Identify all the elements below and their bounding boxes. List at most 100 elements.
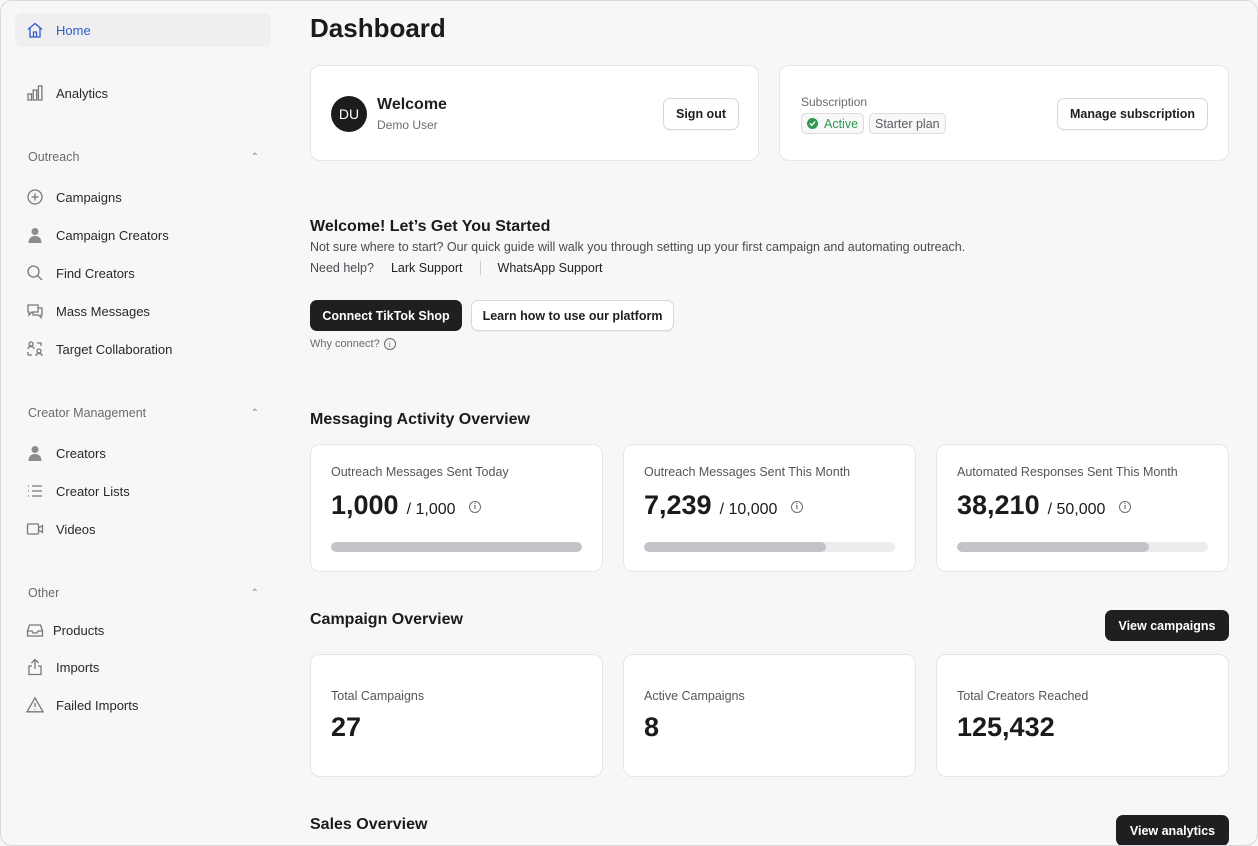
sales-heading: Sales Overview [310, 816, 428, 833]
stat-card-creators-reached: Total Creators Reached 125,432 [936, 654, 1229, 777]
chevron-up-icon: ⌃ [250, 407, 259, 419]
sidebar-item-target-collaboration[interactable]: Target Collaboration [15, 332, 271, 366]
stat-value: 38,210 / 50,000 i [957, 490, 1131, 521]
getting-started-heading: Welcome! Let’s Get You Started [310, 218, 551, 235]
avatar: DU [331, 96, 367, 132]
sidebar-item-home[interactable]: Home [15, 13, 271, 47]
divider [479, 261, 481, 275]
sidebar-item-campaigns[interactable]: Campaigns [15, 180, 271, 214]
stat-number: 1,000 [331, 490, 399, 520]
stat-limit: / 10,000 [719, 501, 778, 518]
why-connect-link[interactable]: Why connect? i [310, 338, 396, 350]
sidebar-item-label: Campaign Creators [56, 227, 169, 243]
section-title: Outreach [28, 150, 80, 164]
chevron-up-icon: ⌃ [250, 587, 259, 599]
stat-card-outreach-month: Outreach Messages Sent This Month 7,239 /… [623, 444, 916, 572]
stat-label: Total Campaigns [331, 689, 425, 703]
user-name: Demo User [377, 118, 438, 132]
section-title: Other [28, 586, 60, 600]
target-icon [25, 187, 45, 207]
section-other-toggle[interactable]: Other ⌃ [15, 579, 271, 607]
help-row: Need help? Lark Support WhatsApp Support [310, 261, 602, 275]
sidebar-item-label: Home [56, 22, 91, 38]
upload-icon [25, 657, 45, 677]
stat-value: 7,239 / 10,000 i [644, 490, 803, 521]
learn-platform-button[interactable]: Learn how to use our platform [471, 300, 674, 331]
subscription-card: Subscription Active Starter plan Manage … [779, 65, 1229, 161]
sidebar-item-label: Analytics [56, 85, 109, 101]
plan-badge: Starter plan [869, 113, 946, 134]
stat-card-outreach-today: Outreach Messages Sent Today 1,000 / 1,00… [310, 444, 603, 572]
view-analytics-button[interactable]: View analytics [1116, 815, 1229, 845]
stat-number: 38,210 [957, 490, 1040, 520]
sidebar-item-label: Mass Messages [56, 303, 150, 319]
messaging-heading: Messaging Activity Overview [310, 411, 530, 428]
sidebar-item-products[interactable]: Products [15, 613, 271, 647]
sidebar-item-creators[interactable]: Creators [15, 436, 271, 470]
stat-card-active-campaigns: Active Campaigns 8 [623, 654, 916, 777]
stat-label: Automated Responses Sent This Month [957, 465, 1178, 479]
sidebar-item-creator-lists[interactable]: Creator Lists [15, 474, 271, 508]
stat-label: Outreach Messages Sent This Month [644, 465, 851, 479]
section-outreach-toggle[interactable]: Outreach ⌃ [15, 143, 271, 171]
sidebar-item-label: Failed Imports [56, 697, 139, 713]
user-icon [25, 225, 45, 245]
whatsapp-support-link[interactable]: WhatsApp Support [497, 261, 603, 275]
warning-triangle-icon [25, 695, 45, 715]
subscription-label: Subscription [801, 95, 868, 109]
chevron-up-icon: ⌃ [250, 151, 259, 163]
stat-value: 1,000 / 1,000 i [331, 490, 482, 521]
campaign-heading: Campaign Overview [310, 611, 463, 628]
connect-tiktok-shop-button[interactable]: Connect TikTok Shop [310, 300, 462, 331]
stat-number: 7,239 [644, 490, 712, 520]
need-help-label: Need help? [310, 261, 374, 275]
sidebar-item-failed-imports[interactable]: Failed Imports [15, 688, 271, 722]
welcome-card: DU Welcome Demo User Sign out [310, 65, 759, 161]
user-icon [25, 443, 45, 463]
section-creator-management-toggle[interactable]: Creator Management ⌃ [15, 399, 271, 427]
check-circle-icon [807, 118, 818, 129]
sidebar-item-label: Products [53, 622, 105, 638]
stat-label: Outreach Messages Sent Today [331, 465, 509, 479]
sidebar-item-label: Creators [56, 445, 106, 461]
info-icon: i [383, 338, 396, 350]
manage-subscription-button[interactable]: Manage subscription [1057, 98, 1208, 130]
section-title: Creator Management [28, 406, 147, 420]
info-icon[interactable]: i [469, 500, 482, 513]
stat-label: Active Campaigns [644, 689, 745, 703]
progress-bar [644, 542, 895, 552]
sidebar-item-find-creators[interactable]: Find Creators [15, 256, 271, 290]
sidebar-item-mass-messages[interactable]: Mass Messages [15, 294, 271, 328]
sidebar-item-analytics[interactable]: Analytics [15, 76, 271, 110]
welcome-heading: Welcome [377, 96, 447, 113]
status-text: Active [824, 116, 859, 131]
sidebar-item-campaign-creators[interactable]: Campaign Creators [15, 218, 271, 252]
sidebar-item-label: Find Creators [56, 265, 135, 281]
info-icon[interactable]: i [790, 500, 803, 513]
view-campaigns-button[interactable]: View campaigns [1105, 610, 1229, 641]
list-icon [25, 481, 45, 501]
lark-support-link[interactable]: Lark Support [390, 261, 463, 275]
status-badge: Active [801, 113, 865, 134]
getting-started-description: Not sure where to start? Our quick guide… [310, 240, 966, 254]
sidebar-item-label: Campaigns [56, 189, 122, 205]
progress-fill [957, 542, 1149, 552]
progress-fill [644, 542, 826, 552]
sidebar-item-videos[interactable]: Videos [15, 512, 271, 546]
stat-label: Total Creators Reached [957, 689, 1089, 703]
info-icon[interactable]: i [1118, 500, 1131, 513]
sidebar-item-label: Target Collaboration [56, 341, 173, 357]
why-connect-text: Why connect? [310, 338, 380, 350]
stat-value: 27 [331, 712, 362, 742]
sign-out-button[interactable]: Sign out [663, 98, 739, 130]
progress-fill [331, 542, 582, 552]
video-camera-icon [25, 519, 45, 539]
sidebar-item-imports[interactable]: Imports [15, 650, 271, 684]
chat-bubbles-icon [25, 301, 45, 321]
stat-limit: / 1,000 [406, 501, 456, 518]
sidebar-item-label: Creator Lists [56, 483, 130, 499]
stat-limit: / 50,000 [1047, 501, 1106, 518]
page-title: Dashboard [310, 13, 446, 43]
stat-card-total-campaigns: Total Campaigns 27 [310, 654, 603, 777]
user-swap-icon [25, 339, 45, 359]
